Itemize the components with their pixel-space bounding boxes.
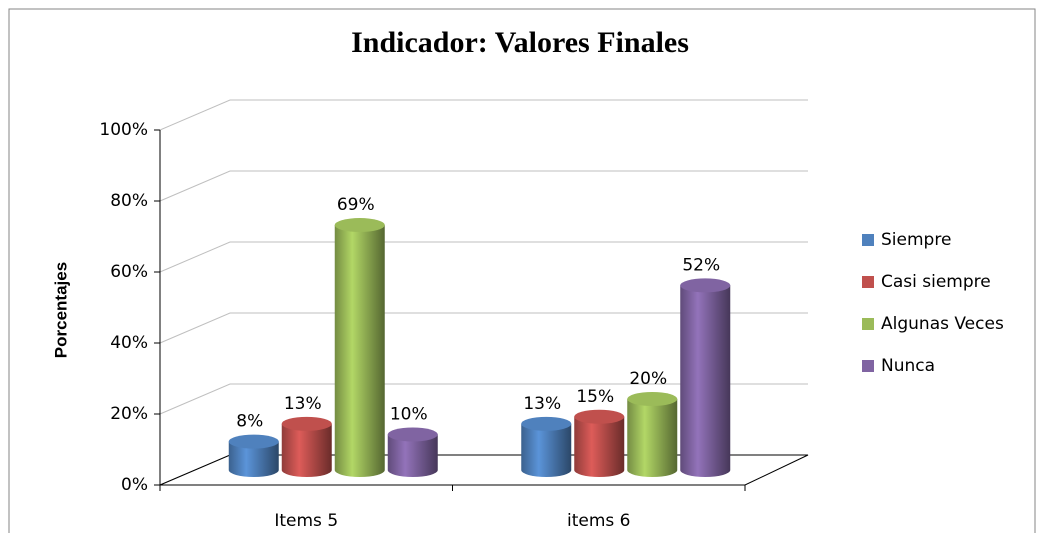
grid-line [159,241,808,273]
bar-top [228,434,279,449]
chart-title: Indicador: Valores Finales [351,26,689,59]
grid-line [159,170,808,202]
data-label: 15% [576,387,614,407]
bar [627,399,678,478]
grid-line [159,383,808,415]
data-label: 8% [236,412,263,432]
bar [574,416,625,478]
bar-top [334,218,385,233]
x-tick-label: items 6 [567,511,630,531]
legend-swatch [862,276,874,288]
bar [334,225,385,478]
legend-label: Casi siempre [881,272,991,292]
y-tick-label: 60% [110,262,148,282]
legend-label: Siempre [881,230,951,250]
y-tick-label: 20% [110,404,148,424]
legend-swatch [862,360,874,372]
data-label: 13% [523,394,561,414]
bar [228,441,279,478]
bar [281,423,332,478]
grid-line [159,312,808,344]
legend-label: Algunas Veces [881,314,1004,334]
data-label: 69% [337,195,375,215]
legend-swatch [862,234,874,246]
y-tick-label: 80% [110,191,148,211]
bar [387,434,438,478]
y-axis-label: Porcentajes [51,262,70,358]
bar-top [387,427,438,442]
bar-top [574,409,625,424]
y-tick-label: 100% [99,120,148,140]
y-tick-label: 0% [121,475,148,495]
data-label: 20% [629,369,667,389]
grid-line [159,99,808,131]
bar-top [680,278,731,293]
data-label: 10% [390,405,428,425]
bar-top [281,416,332,431]
bar-top [627,392,678,406]
floor [159,454,809,486]
bar [680,285,731,478]
legend-swatch [862,318,874,330]
bar-top [521,416,572,431]
data-label: 13% [284,394,322,414]
y-tick-label: 40% [110,333,148,353]
bar [521,423,572,478]
x-tick-label: Items 5 [274,511,338,531]
data-label: 52% [682,255,720,275]
legend-label: Nunca [881,356,935,376]
